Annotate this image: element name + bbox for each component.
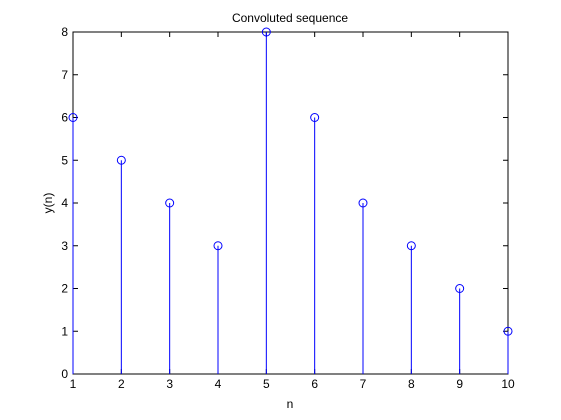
x-tick-label: 10 [501, 377, 515, 391]
x-tick-label: 1 [70, 377, 77, 391]
x-tick-label: 9 [456, 377, 463, 391]
stem-marker [213, 241, 223, 251]
stem-marker [358, 198, 368, 208]
stem-marker [165, 198, 175, 208]
x-tick-label: 5 [263, 377, 270, 391]
x-tick-label: 4 [215, 377, 222, 391]
y-tick-label: 0 [61, 367, 68, 381]
y-tick-label: 3 [61, 239, 68, 253]
x-tick-label: 7 [360, 377, 367, 391]
y-tick-label: 8 [61, 25, 68, 39]
chart-title: Convoluted sequence [232, 11, 348, 25]
x-tick-label: 8 [408, 377, 415, 391]
x-axis-label: n [287, 397, 294, 411]
y-tick-label: 4 [61, 196, 68, 210]
y-axis-ticks: 0 1 2 3 4 5 6 7 8 [61, 25, 508, 381]
stem-marker [455, 284, 465, 293]
x-tick-label: 3 [166, 377, 173, 391]
plot-area [72, 31, 509, 375]
y-tick-label: 7 [61, 68, 68, 82]
x-tick-label: 2 [118, 377, 125, 391]
stem-marker [310, 113, 320, 122]
y-tick-label: 2 [61, 282, 68, 296]
stem-marker [503, 326, 513, 336]
stem-series [68, 27, 513, 374]
y-axis-label: y(n) [41, 193, 55, 214]
stem-marker [116, 155, 126, 165]
y-tick-label: 6 [61, 111, 68, 125]
y-tick-label: 1 [61, 324, 68, 338]
stem-marker [406, 241, 416, 251]
y-tick-label: 5 [61, 153, 68, 167]
stem-marker [68, 113, 78, 122]
x-tick-label: 6 [311, 377, 318, 391]
stem-marker [261, 27, 271, 37]
